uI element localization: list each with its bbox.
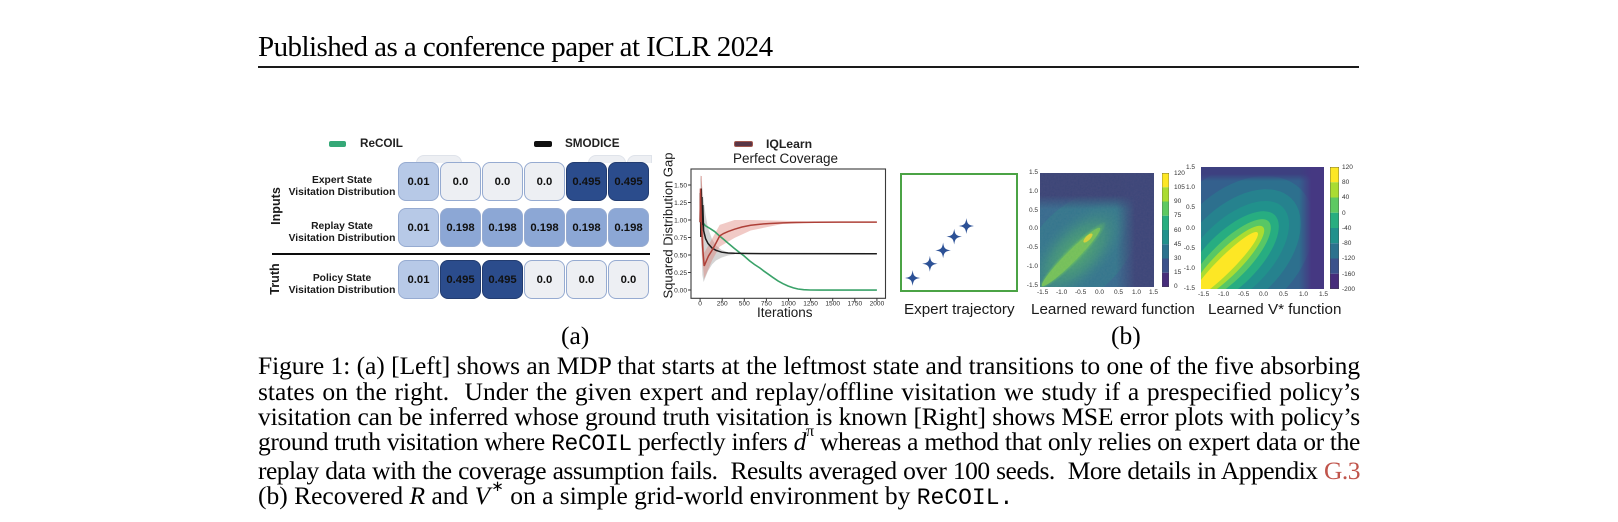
svg-text:1750: 1750 [847,300,862,307]
svg-text:0.00: 0.00 [674,287,687,294]
svg-text:1.50: 1.50 [674,182,687,189]
svg-text:1.25: 1.25 [674,200,687,207]
svg-text:1000: 1000 [781,300,796,307]
svg-text:0.25: 0.25 [674,270,687,277]
svg-text:750: 750 [761,300,772,307]
svg-text:0: 0 [698,300,702,307]
svg-text:2000: 2000 [870,300,885,307]
svg-text:1500: 1500 [825,300,840,307]
svg-text:500: 500 [739,300,750,307]
svg-text:1250: 1250 [803,300,818,307]
svg-text:0.75: 0.75 [674,235,687,242]
svg-text:0.50: 0.50 [674,252,687,259]
svg-text:1.00: 1.00 [674,217,687,224]
svg-text:250: 250 [717,300,728,307]
